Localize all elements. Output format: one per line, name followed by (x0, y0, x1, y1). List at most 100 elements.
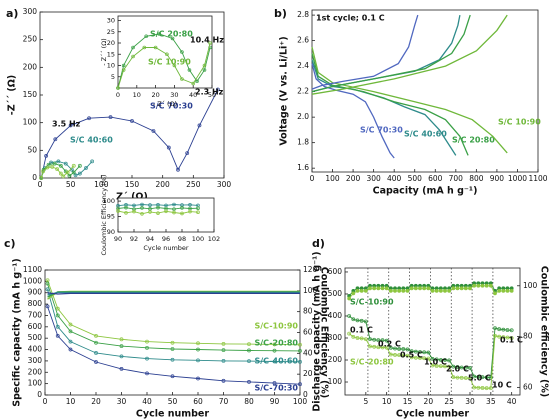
data-point (221, 378, 226, 383)
x-tick-label: 15 (403, 397, 413, 406)
data-point (45, 281, 50, 286)
data-point (196, 358, 200, 363)
data-point (170, 347, 175, 351)
data-point (401, 347, 406, 351)
y-tick-label: 200 (23, 62, 38, 71)
data-point (351, 317, 356, 322)
data-point (164, 203, 168, 208)
data-point (145, 356, 149, 361)
data-point (67, 173, 72, 178)
data-point (148, 203, 152, 207)
data-point (455, 375, 460, 380)
data-point (221, 359, 226, 363)
y-tick-label: 90 (107, 228, 115, 236)
x-tick-label: 10 (66, 397, 76, 406)
data-point (388, 288, 393, 293)
data-point (413, 349, 418, 354)
data-point (45, 287, 50, 292)
x-tick-label: 0 (116, 91, 120, 99)
data-point (480, 283, 485, 288)
series-line (117, 207, 199, 210)
x-tick-label: 200 (156, 180, 171, 189)
data-point (488, 283, 493, 288)
data-point (170, 340, 175, 345)
data-point (434, 288, 439, 293)
data-point (151, 129, 156, 133)
data-point (156, 211, 160, 215)
data-point (438, 288, 443, 293)
data-point (87, 116, 91, 121)
data-point (434, 364, 439, 368)
data-point (94, 340, 98, 345)
series-line (348, 285, 512, 299)
y-tick-label: 800 (28, 299, 43, 308)
y-tick-label: 2.4 (297, 61, 309, 70)
annotation: 2.3 Hz (195, 88, 224, 97)
data-point (459, 365, 464, 370)
data-point (41, 169, 45, 174)
x-tick-label: 25 (444, 397, 454, 406)
x-tick-label: 92 (130, 235, 138, 243)
data-point (145, 345, 149, 350)
x-tick-label: 1100 (528, 174, 547, 183)
data-point (172, 63, 177, 68)
y2-tick-label: 100 (523, 281, 538, 290)
plot-frame (117, 197, 215, 233)
y-tick-label: 25 (107, 28, 115, 36)
data-point (405, 353, 410, 358)
data-point (451, 375, 456, 380)
x-tick-label: 50 (66, 180, 76, 189)
data-point (170, 357, 175, 362)
data-point (180, 206, 184, 210)
x-tick-label: 100 (192, 235, 204, 243)
x-tick-label: 60 (193, 397, 203, 406)
data-point (45, 304, 50, 309)
y-tick-label: 2.2 (297, 87, 309, 96)
data-point (488, 386, 493, 391)
data-point (418, 286, 422, 291)
x-tick-label: 80 (244, 397, 254, 406)
x-tick-label: 400 (387, 174, 402, 183)
y-tick-label: 95 (107, 213, 115, 221)
x-tick-label: 90 (114, 235, 122, 243)
data-point (124, 211, 128, 215)
series-line (311, 46, 508, 154)
series-line (117, 33, 211, 89)
y2-axis-label: Coulombic efficiency (%) (539, 266, 550, 397)
data-point (247, 359, 251, 364)
data-point (509, 336, 514, 340)
data-point (401, 353, 406, 358)
data-point (148, 207, 152, 211)
data-point (94, 360, 98, 364)
series-line (40, 89, 219, 179)
data-point (172, 207, 176, 211)
y-tick-label: 1100 (23, 265, 42, 274)
y-tick-label: 100 (28, 379, 43, 388)
data-point (505, 288, 510, 293)
data-point (413, 355, 418, 360)
y2-tick-label: 60 (303, 328, 313, 337)
y-tick-label: 250 (23, 35, 38, 44)
x-tick-label: 1000 (508, 174, 527, 183)
data-point (188, 206, 192, 211)
y-tick-label: 0 (32, 173, 37, 182)
y-tick-label: 300 (328, 333, 343, 342)
x-tick-label: 20 (151, 91, 159, 99)
annotation: 3.5 Hz (52, 120, 81, 129)
y-tick-label: 2.0 (297, 112, 309, 121)
data-point (459, 286, 464, 291)
x-axis-label: Cycle number (143, 244, 189, 252)
data-point (77, 163, 82, 168)
data-point (422, 356, 427, 361)
series-label: S/C 40:60 (404, 130, 447, 139)
data-point (68, 322, 73, 327)
plot-frame (117, 15, 213, 89)
data-point (176, 167, 180, 172)
data-point (355, 336, 360, 340)
data-point (197, 123, 202, 128)
series-label: S/C-10:90 (254, 322, 298, 331)
x-tick-label: 800 (469, 174, 484, 183)
series-line (47, 291, 300, 296)
data-point (68, 347, 73, 352)
x-tick-label: 50 (208, 91, 216, 99)
